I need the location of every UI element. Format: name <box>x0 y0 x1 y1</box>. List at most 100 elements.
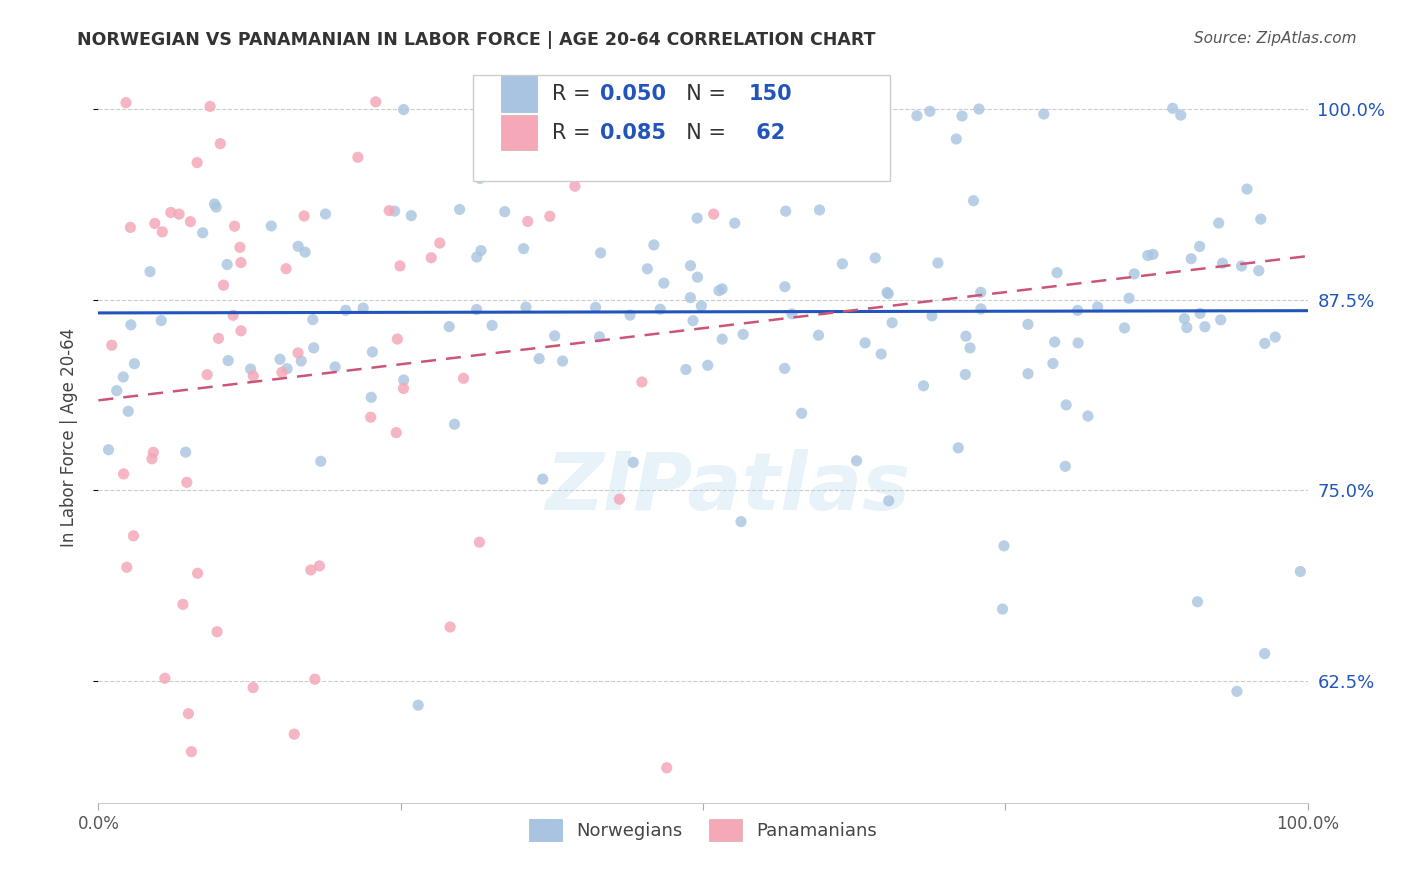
Text: R =: R = <box>551 123 598 143</box>
Point <box>780 307 803 321</box>
Point <box>1142 247 1164 261</box>
Point <box>302 341 325 355</box>
Point <box>831 257 853 271</box>
Point <box>686 270 709 285</box>
Point <box>117 404 139 418</box>
Point <box>494 204 516 219</box>
Point <box>229 255 252 269</box>
Point <box>544 329 567 343</box>
Point <box>675 362 697 376</box>
Point <box>619 308 641 322</box>
Point <box>439 620 461 634</box>
Text: 0.085: 0.085 <box>600 123 666 143</box>
Point <box>790 406 813 420</box>
Point <box>1189 306 1212 320</box>
Point <box>384 204 406 219</box>
Point <box>993 539 1015 553</box>
Point <box>905 109 928 123</box>
Point <box>1066 303 1088 318</box>
Point <box>392 103 415 117</box>
Point <box>271 365 294 379</box>
Point <box>1264 330 1286 344</box>
Point <box>229 240 252 254</box>
Point <box>287 239 309 253</box>
Point <box>1042 356 1064 370</box>
Point <box>955 368 977 382</box>
Point <box>97 442 120 457</box>
Point <box>1087 300 1109 314</box>
Text: N =: N = <box>672 123 733 143</box>
Point <box>222 308 245 322</box>
Point <box>865 251 887 265</box>
Point <box>654 157 676 171</box>
Point <box>679 259 702 273</box>
Point <box>141 451 163 466</box>
Point <box>1211 256 1233 270</box>
Point <box>239 362 262 376</box>
Point <box>179 214 201 228</box>
Point <box>176 475 198 490</box>
Point <box>1247 263 1270 277</box>
Legend: Norwegians, Panamanians: Norwegians, Panamanians <box>522 812 884 848</box>
Point <box>918 104 941 119</box>
Point <box>948 441 970 455</box>
Point <box>172 598 194 612</box>
Point <box>950 109 973 123</box>
Point <box>392 373 415 387</box>
Point <box>177 706 200 721</box>
Point <box>294 245 316 260</box>
Point <box>191 226 214 240</box>
Point <box>443 417 465 432</box>
Point <box>347 150 370 164</box>
Point <box>967 102 990 116</box>
Point <box>1187 595 1209 609</box>
Point <box>516 214 538 228</box>
Point <box>167 207 190 221</box>
Point <box>187 566 209 581</box>
Point <box>112 467 135 481</box>
Point <box>775 204 797 219</box>
Point <box>174 445 197 459</box>
Point <box>711 282 734 296</box>
Point <box>1170 108 1192 122</box>
Point <box>696 359 718 373</box>
Text: ZIPatlas: ZIPatlas <box>544 450 910 527</box>
Point <box>955 329 977 343</box>
Point <box>207 331 229 345</box>
Point <box>292 209 315 223</box>
Point <box>991 602 1014 616</box>
Point <box>825 148 848 162</box>
Point <box>921 309 943 323</box>
Point <box>655 761 678 775</box>
Point <box>1054 459 1077 474</box>
Point <box>304 672 326 686</box>
Point <box>139 264 162 278</box>
Point <box>636 261 658 276</box>
Point <box>1067 335 1090 350</box>
Point <box>621 455 644 469</box>
Point <box>692 146 714 161</box>
Point <box>406 698 429 713</box>
Point <box>1180 252 1202 266</box>
Text: 62: 62 <box>749 123 785 143</box>
Point <box>361 345 384 359</box>
Point <box>1230 259 1253 273</box>
Point <box>527 351 550 366</box>
Point <box>120 220 142 235</box>
Point <box>242 368 264 383</box>
Point <box>360 390 382 404</box>
Point <box>260 219 283 233</box>
Text: R =: R = <box>551 84 598 104</box>
Point <box>276 361 298 376</box>
Point <box>387 332 409 346</box>
Point <box>308 558 330 573</box>
Point <box>468 535 491 549</box>
Point <box>150 225 173 239</box>
Point <box>112 370 135 384</box>
Point <box>711 332 734 346</box>
Point <box>352 301 374 315</box>
Point <box>1236 182 1258 196</box>
Point <box>378 203 401 218</box>
Point <box>512 242 534 256</box>
Point <box>399 209 422 223</box>
